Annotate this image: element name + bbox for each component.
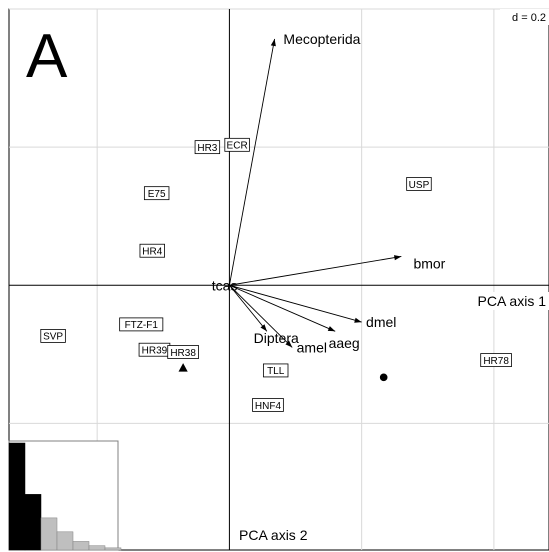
panel-letter: A <box>26 22 68 91</box>
axis1-label-box <box>466 292 549 310</box>
observation-box-hr3 <box>194 140 221 155</box>
arrowhead-bmor <box>393 255 402 261</box>
variable-label-dmel: dmel <box>366 314 396 330</box>
observation-label-ecr: ECR <box>227 141 248 152</box>
observation-label-tll: TLL <box>267 366 285 377</box>
arrow-aaeg <box>229 284 336 332</box>
observation-label-hr3: HR3 <box>197 143 217 154</box>
observation-box-hr78 <box>480 353 512 367</box>
arrowhead-aaeg <box>327 326 336 332</box>
observation-hnf4: HNF4 <box>252 398 284 412</box>
circle-marker <box>379 373 388 382</box>
observation-box-tll <box>262 363 289 378</box>
arrowhead-mecopterida <box>270 38 276 47</box>
observation-box-usp <box>406 177 432 191</box>
observation-label-hr39: HR39 <box>142 346 168 357</box>
scale-label: d = 0.2 <box>512 12 546 24</box>
observation-hr38: HR38 <box>167 345 199 359</box>
zero-axes <box>9 9 549 550</box>
observation-label-hr4: HR4 <box>142 247 162 258</box>
axis2-label: PCA axis 2 <box>239 527 308 543</box>
observation-usp: USP <box>406 177 432 191</box>
observation-hr78: HR78 <box>480 353 512 367</box>
observation-tll: TLL <box>262 363 289 378</box>
eigen-bar <box>72 541 90 551</box>
variable-label-tcas: tcas <box>212 277 238 293</box>
eigen-bar <box>8 442 26 551</box>
arrow-diptera <box>229 284 268 332</box>
observation-hr4: HR4 <box>139 243 165 258</box>
eigen-bar <box>56 531 74 551</box>
variable-label-bmor: bmor <box>413 255 445 271</box>
arrow-dmel <box>229 284 362 323</box>
observation-ecr: ECR <box>224 137 250 152</box>
observation-labels: HR3 ECR USP E75 HR4 FTZ-F1 SVP HR39 HR38 TLL HNF4 H… <box>40 137 512 412</box>
observation-box-svp <box>40 329 66 343</box>
observation-box-ecr <box>224 137 250 152</box>
eigen-bar <box>88 545 106 551</box>
observation-label-ftz-f1: FTZ-F1 <box>125 320 159 331</box>
grid-lines <box>9 8 549 550</box>
eigenvalue-inset <box>8 440 122 551</box>
observation-label-e75: E75 <box>148 189 166 200</box>
variable-label-diptera: Diptera <box>254 330 299 346</box>
observation-label-usp: USP <box>409 180 430 191</box>
observation-label-hnf4: HNF4 <box>255 401 282 412</box>
observation-ftz-f1: FTZ-F1 <box>119 317 164 332</box>
variable-label-aaeg: aaeg <box>329 335 360 351</box>
eigen-bar <box>24 494 42 551</box>
axis1-label: PCA axis 1 <box>478 293 547 309</box>
arrowhead-diptera <box>260 324 267 332</box>
observation-e75: E75 <box>143 186 170 201</box>
arrow-bmor <box>229 256 402 286</box>
arrowhead-amel <box>285 340 293 348</box>
observation-box-hr38 <box>167 345 199 359</box>
triangle-marker <box>178 363 188 372</box>
observation-hr39: HR39 <box>138 342 171 357</box>
arrowhead-dmel <box>354 317 362 323</box>
observation-box-ftz-f1 <box>119 317 164 332</box>
observation-svp: SVP <box>40 329 66 343</box>
observation-box-hnf4 <box>252 398 284 412</box>
point-markers <box>178 363 388 382</box>
observation-box-e75 <box>143 186 170 201</box>
observation-label-hr38: HR38 <box>170 348 196 359</box>
observation-box-hr4 <box>139 243 165 258</box>
scale-label-box <box>500 9 549 25</box>
arrow-amel <box>229 284 293 348</box>
variable-label-amel: amel <box>297 339 327 355</box>
observation-label-svp: SVP <box>43 332 63 343</box>
eigen-bar <box>40 517 58 551</box>
variable-label-mecopterida: Mecopterida <box>283 31 360 47</box>
observation-hr3: HR3 <box>194 140 221 155</box>
arrow-mecopterida <box>228 38 276 286</box>
observation-label-hr78: HR78 <box>483 356 509 367</box>
eigen-bar <box>104 547 122 551</box>
